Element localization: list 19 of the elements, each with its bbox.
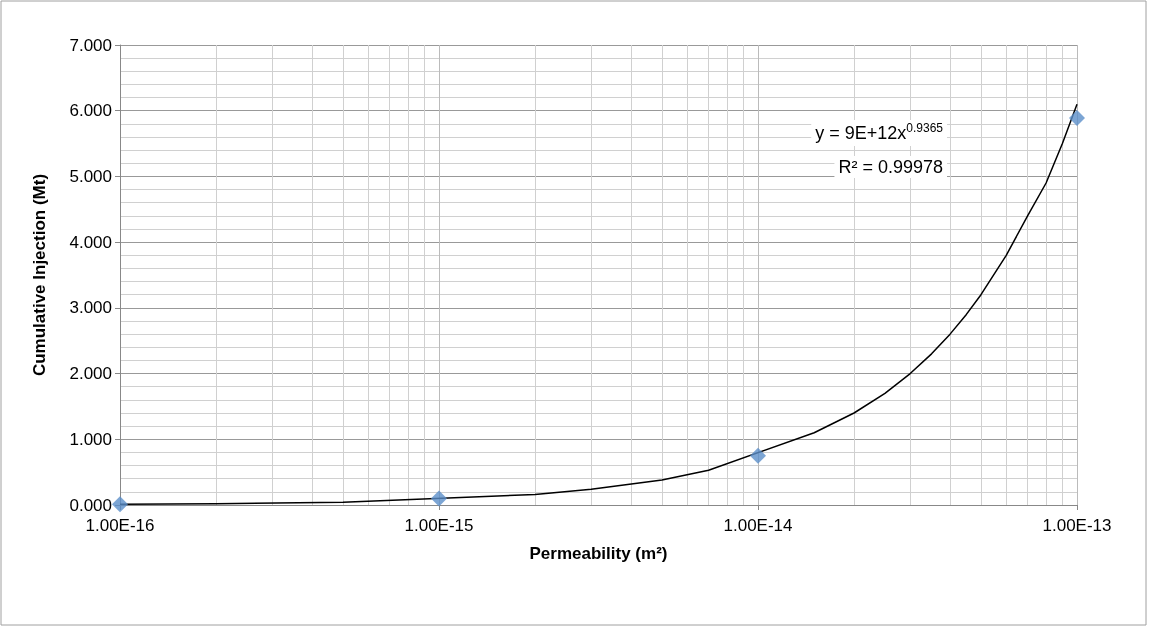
- y-tick-label: 6.000: [69, 101, 112, 121]
- point: [431, 490, 447, 507]
- y-tick-label: 1.000: [69, 429, 112, 449]
- y-tick-label: 2.000: [69, 364, 112, 384]
- x-tick-label: 1.00E-16: [85, 516, 155, 535]
- point: [750, 447, 766, 464]
- y-tick-label: 3.000: [69, 298, 112, 318]
- y-tick-label: 5.000: [69, 166, 112, 186]
- x-axis-title: Permeability (m²): [529, 544, 668, 563]
- annotation: R² = 0.99978: [838, 157, 944, 177]
- x-tick-label: 1.00E-15: [404, 516, 474, 535]
- point: [112, 496, 128, 513]
- x-tick-label: 1.00E-13: [1042, 516, 1112, 535]
- y-axis-title: Cumulative Injection (Mt): [30, 173, 49, 377]
- y-tick-label: 4.000: [69, 232, 112, 252]
- y-tick-label: 7.000: [69, 35, 112, 55]
- y-tick-label: 0.000: [69, 495, 112, 515]
- point: [1069, 109, 1085, 126]
- x-tick-label: 1.00E-14: [723, 516, 793, 535]
